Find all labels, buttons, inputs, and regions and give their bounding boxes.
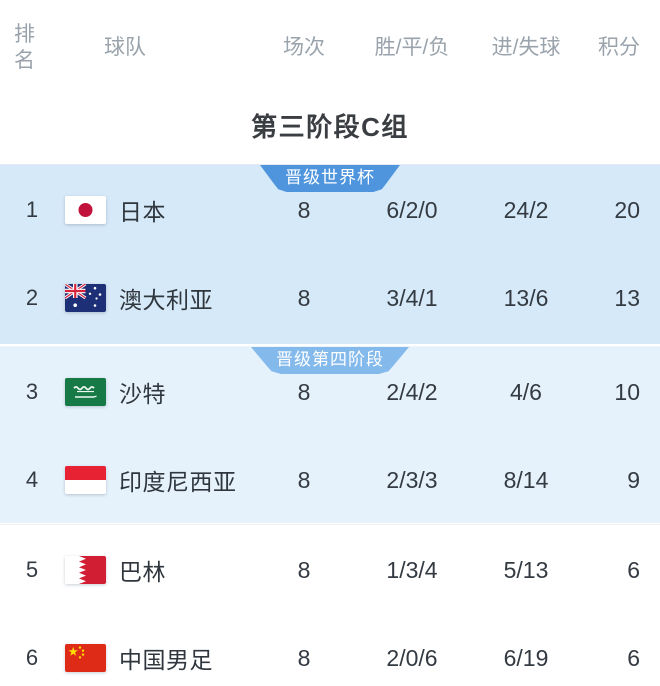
- table-row-bahrain: 5 巴林 8 1/3/4 5/13 6: [0, 526, 660, 614]
- standings-table: 晋级世界杯 1 日本 8 6/2/0 24/2 20 2: [0, 164, 660, 686]
- col-header-points: 积分: [598, 36, 640, 59]
- points: 10: [614, 378, 640, 405]
- section-fourth-stage: 晋级第四阶段 3 沙特 8 2/4: [0, 346, 660, 523]
- win-draw-loss: 2/0/6: [386, 644, 438, 671]
- australia-flag-icon: [65, 284, 106, 312]
- saudi-arabia-flag-icon: [65, 378, 106, 406]
- team-cell: 中国男足: [50, 641, 254, 675]
- china-flag-icon: [65, 644, 106, 672]
- team-name: 澳大利亚: [119, 287, 213, 313]
- team-name: 沙特: [119, 381, 166, 407]
- section-eliminated: 5 巴林 8 1/3/4 5/13 6 6: [0, 524, 660, 686]
- rank: 6: [25, 645, 39, 670]
- col-header-played: 场次: [283, 36, 325, 59]
- rank: 4: [25, 467, 39, 492]
- win-draw-loss: 2/4/2: [386, 378, 438, 405]
- goals-for-against: 13/6: [503, 284, 549, 311]
- indonesia-flag-icon: [65, 466, 106, 494]
- world-cup-qualified-badge: 晋级世界杯: [260, 165, 400, 192]
- team-cell: 印度尼西亚: [50, 463, 254, 497]
- team-name: 中国男足: [119, 647, 213, 673]
- win-draw-loss: 2/3/3: [386, 466, 438, 493]
- matches-played: 8: [297, 644, 311, 671]
- matches-played: 8: [297, 284, 311, 311]
- goals-for-against: 24/2: [503, 196, 549, 223]
- team-name: 巴林: [119, 559, 166, 585]
- col-header-wdl: 胜/平/负: [374, 36, 450, 59]
- table-row-saudi: 3 沙特 8 2/4/2 4/6: [0, 348, 660, 436]
- rank: 1: [25, 197, 39, 222]
- goals-for-against: 5/13: [503, 556, 549, 583]
- win-draw-loss: 1/3/4: [386, 556, 438, 583]
- points: 20: [614, 196, 640, 223]
- points: 13: [614, 284, 640, 311]
- rank: 2: [25, 285, 39, 310]
- team-cell: 澳大利亚: [50, 281, 254, 315]
- table-row-china: 6 中国男足 8 2/0/6: [0, 614, 660, 686]
- goals-for-against: 4/6: [510, 378, 542, 405]
- goals-for-against: 8/14: [503, 466, 549, 493]
- matches-played: 8: [297, 466, 311, 493]
- table-row-australia: 2: [0, 254, 660, 342]
- bahrain-flag-icon: [65, 556, 106, 584]
- win-draw-loss: 3/4/1: [386, 284, 438, 311]
- fourth-stage-qualified-badge: 晋级第四阶段: [251, 347, 409, 374]
- team-name: 印度尼西亚: [119, 469, 237, 495]
- points: 6: [627, 644, 640, 671]
- rank: 3: [25, 379, 39, 404]
- matches-played: 8: [297, 378, 311, 405]
- points: 6: [627, 556, 640, 583]
- rank: 5: [25, 557, 39, 582]
- team-name: 日本: [119, 199, 166, 225]
- win-draw-loss: 6/2/0: [386, 196, 438, 223]
- goals-for-against: 6/19: [503, 644, 549, 671]
- table-row-japan: 1 日本 8 6/2/0 24/2 20: [0, 166, 660, 254]
- matches-played: 8: [297, 196, 311, 223]
- team-cell: 日本: [50, 193, 254, 227]
- team-cell: 沙特: [50, 375, 254, 409]
- table-header: 排名 球队 场次 胜/平/负 进/失球 积分: [0, 0, 660, 74]
- japan-flag-icon: [65, 196, 106, 224]
- team-cell: 巴林: [50, 553, 254, 587]
- col-header-team: 球队: [104, 36, 146, 59]
- section-world-cup: 晋级世界杯 1 日本 8 6/2/0 24/2 20 2: [0, 164, 660, 344]
- matches-played: 8: [297, 556, 311, 583]
- col-header-goals: 进/失球: [491, 36, 561, 59]
- points: 9: [627, 466, 640, 493]
- col-header-rank: 排名: [14, 23, 35, 72]
- group-title: 第三阶段C组: [251, 112, 409, 142]
- table-row-indonesia: 4 印度尼西亚 8 2/3/3 8/14 9: [0, 436, 660, 524]
